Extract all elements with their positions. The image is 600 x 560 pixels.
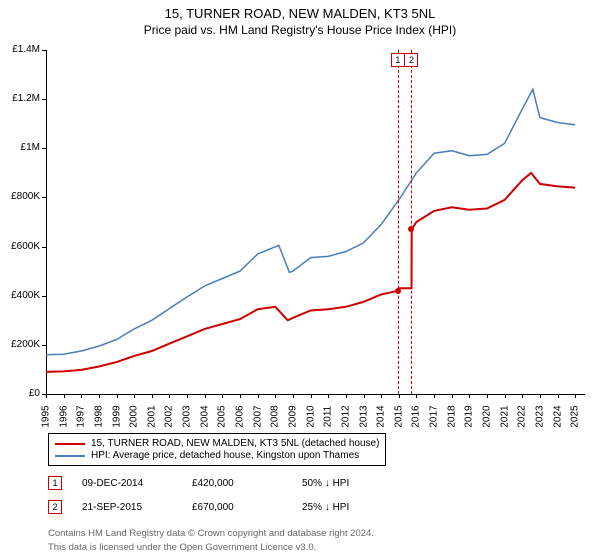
x-tick-label: 2017 — [429, 402, 440, 432]
x-tick-label: 1996 — [58, 402, 69, 432]
x-tick-label: 2004 — [199, 402, 210, 432]
transaction-marker: 2 — [48, 500, 62, 514]
x-tick-label: 2009 — [287, 402, 298, 432]
y-tick-label: £200K — [0, 339, 40, 350]
x-tick-label: 1995 — [41, 402, 52, 432]
transaction-row: 1 09-DEC-2014 £420,000 50% ↓ HPI — [48, 476, 412, 490]
y-tick-label: £400K — [0, 290, 40, 301]
transaction-row: 2 21-SEP-2015 £670,000 25% ↓ HPI — [48, 500, 412, 514]
transaction-delta: 25% ↓ HPI — [302, 502, 412, 513]
license-line: Contains HM Land Registry data © Crown c… — [48, 528, 374, 539]
x-tick-label: 2005 — [217, 402, 228, 432]
transaction-price: £420,000 — [192, 478, 302, 489]
transaction-date: 09-DEC-2014 — [82, 478, 192, 489]
x-tick-label: 2018 — [446, 402, 457, 432]
x-tick-label: 2016 — [411, 402, 422, 432]
transaction-marker: 1 — [48, 476, 62, 490]
x-tick-label: 1998 — [93, 402, 104, 432]
x-tick-label: 2012 — [340, 402, 351, 432]
legend-label: 15, TURNER ROAD, NEW MALDEN, KT3 5NL (de… — [91, 438, 379, 449]
x-tick-label: 2022 — [517, 402, 528, 432]
x-tick-label: 2023 — [534, 402, 545, 432]
x-tick-label: 2010 — [305, 402, 316, 432]
y-tick-label: £0 — [0, 388, 40, 399]
x-tick-label: 2011 — [323, 402, 334, 432]
transaction-date: 21-SEP-2015 — [82, 502, 192, 513]
legend: 15, TURNER ROAD, NEW MALDEN, KT3 5NL (de… — [48, 433, 386, 466]
x-tick-label: 2021 — [499, 402, 510, 432]
legend-label: HPI: Average price, detached house, King… — [91, 450, 359, 461]
x-tick-label: 1999 — [111, 402, 122, 432]
license-line: This data is licensed under the Open Gov… — [48, 542, 316, 553]
x-tick-label: 1997 — [76, 402, 87, 432]
y-tick-label: £1M — [0, 142, 40, 153]
x-tick-label: 2001 — [146, 402, 157, 432]
x-tick-label: 2019 — [464, 402, 475, 432]
x-tick-label: 2002 — [164, 402, 175, 432]
x-tick-label: 2013 — [358, 402, 369, 432]
chart-title: 15, TURNER ROAD, NEW MALDEN, KT3 5NL — [0, 6, 600, 21]
transaction-price: £670,000 — [192, 502, 302, 513]
chart-marker: 1 — [391, 53, 405, 67]
x-tick-label: 2006 — [235, 402, 246, 432]
x-tick-label: 2015 — [393, 402, 404, 432]
chart-subtitle: Price paid vs. HM Land Registry's House … — [0, 23, 600, 37]
chart-marker: 2 — [404, 53, 418, 67]
chart-lines — [46, 50, 584, 394]
x-tick-label: 2020 — [481, 402, 492, 432]
y-tick-label: £1.4M — [0, 44, 40, 55]
x-tick-label: 2000 — [129, 402, 140, 432]
x-tick-label: 2014 — [376, 402, 387, 432]
y-tick-label: £600K — [0, 241, 40, 252]
x-tick-label: 2007 — [252, 402, 263, 432]
y-tick-label: £800K — [0, 191, 40, 202]
x-tick-label: 2003 — [182, 402, 193, 432]
y-tick-label: £1.2M — [0, 93, 40, 104]
transaction-delta: 50% ↓ HPI — [302, 478, 412, 489]
x-tick-label: 2024 — [552, 402, 563, 432]
x-tick-label: 2008 — [270, 402, 281, 432]
x-tick-label: 2025 — [570, 402, 581, 432]
